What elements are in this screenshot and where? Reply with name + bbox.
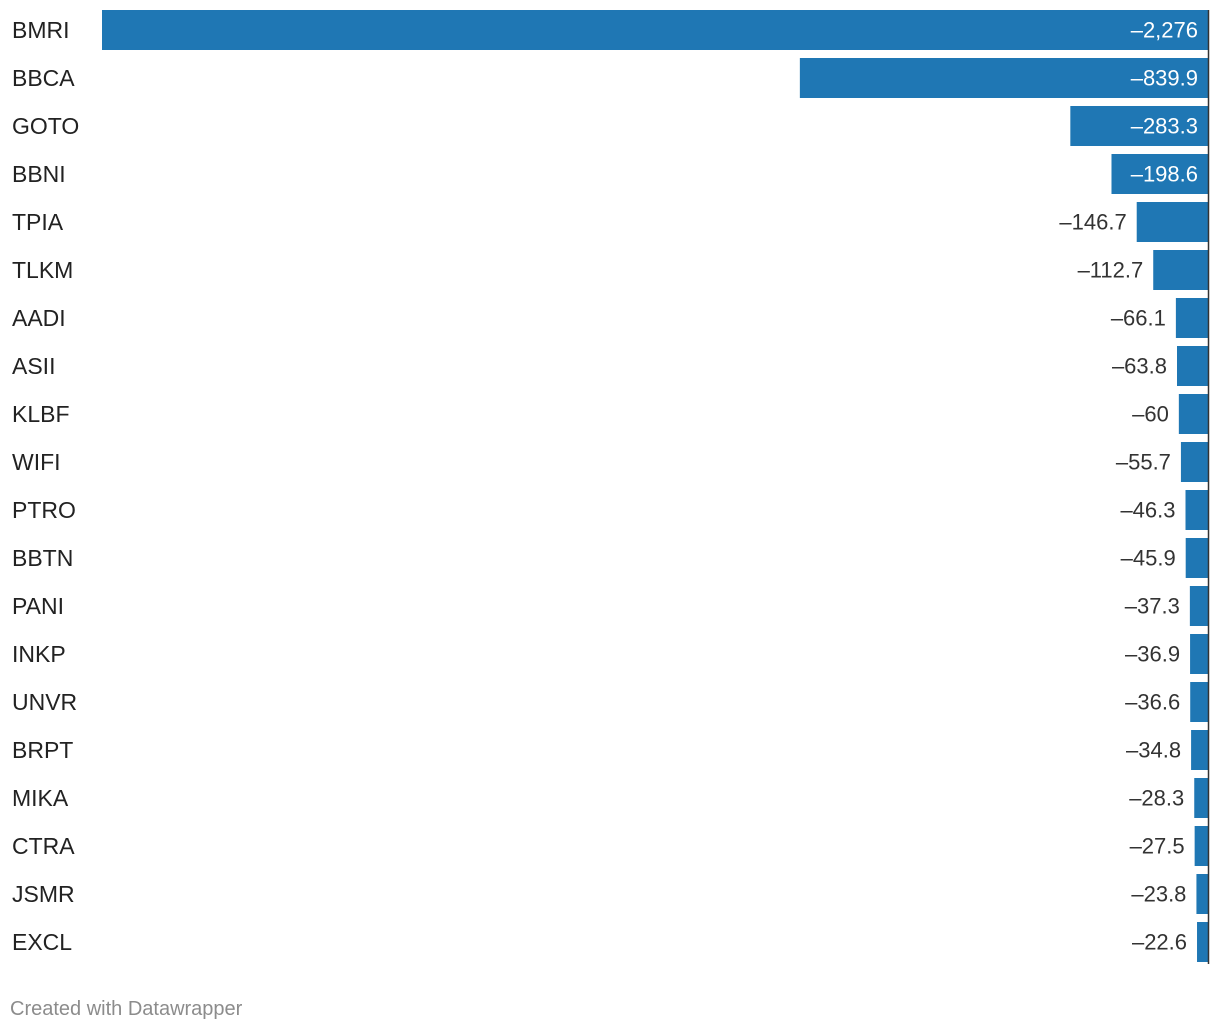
value-label-jsmr: –23.8 — [1131, 882, 1186, 907]
bar-klbf — [1178, 394, 1208, 434]
category-label-asii: ASII — [12, 353, 55, 379]
bar-ptro — [1185, 490, 1208, 530]
category-labels-layer: BMRI BBCA GOTO BBNI TPIA TLKM AADI ASII KLBF WIFI… — [12, 17, 79, 955]
category-label-goto: GOTO — [12, 113, 79, 139]
bar-wifi — [1180, 442, 1208, 482]
value-label-bbtn: –45.9 — [1121, 546, 1176, 571]
footer-credit: Created with Datawrapper — [10, 998, 243, 1020]
value-label-ctra: –27.5 — [1130, 834, 1185, 859]
bar-excl — [1197, 922, 1208, 962]
bar-bmri — [102, 10, 1208, 50]
category-label-tlkm: TLKM — [12, 257, 73, 283]
bar-aadi — [1175, 298, 1208, 338]
category-label-aadi: AADI — [12, 305, 66, 331]
value-label-ptro: –46.3 — [1120, 498, 1175, 523]
value-label-bmri: –2,276 — [1131, 18, 1198, 43]
category-label-ptro: PTRO — [12, 497, 76, 523]
bar-goto — [1070, 106, 1208, 146]
category-label-bbca: BBCA — [12, 65, 75, 91]
value-label-klbf: –60 — [1132, 402, 1169, 427]
bars-layer — [102, 10, 1208, 962]
category-label-wifi: WIFI — [12, 449, 61, 475]
value-label-mika: –28.3 — [1129, 786, 1184, 811]
bar-jsmr — [1196, 874, 1208, 914]
bar-brpt — [1191, 730, 1208, 770]
category-label-klbf: KLBF — [12, 401, 70, 427]
bar-inkp — [1190, 634, 1208, 674]
category-label-tpia: TPIA — [12, 209, 64, 235]
category-label-bmri: BMRI — [12, 17, 70, 43]
bar-tlkm — [1153, 250, 1208, 290]
category-label-mika: MIKA — [12, 785, 69, 811]
category-label-unvr: UNVR — [12, 689, 77, 715]
category-label-inkp: INKP — [12, 641, 66, 667]
category-label-pani: PANI — [12, 593, 64, 619]
bar-unvr — [1190, 682, 1208, 722]
bar-mika — [1194, 778, 1208, 818]
bar-ctra — [1194, 826, 1208, 866]
bar-bbtn — [1185, 538, 1208, 578]
value-labels-layer: –2,276 –839.9 –283.3 –198.6–146.7 –112.7 –66.… — [1059, 18, 1198, 955]
bar-asii — [1177, 346, 1208, 386]
category-label-jsmr: JSMR — [12, 881, 75, 907]
bar-chart: –2,276 –839.9 –283.3 –198.6–146.7 –112.7 –66.… — [12, 10, 1210, 964]
bar-bbni — [1111, 154, 1208, 194]
value-label-goto: –283.3 — [1131, 114, 1198, 139]
category-label-brpt: BRPT — [12, 737, 73, 763]
value-label-aadi: –66.1 — [1111, 306, 1166, 331]
category-label-bbtn: BBTN — [12, 545, 73, 571]
value-label-inkp: –36.9 — [1125, 642, 1180, 667]
value-label-bbni: –198.6 — [1131, 162, 1198, 187]
value-label-brpt: –34.8 — [1126, 738, 1181, 763]
value-label-bbca: –839.9 — [1131, 66, 1198, 91]
bar-tpia — [1136, 202, 1208, 242]
bar-bbca — [799, 58, 1208, 98]
value-label-tpia: –146.7 — [1059, 210, 1126, 235]
category-label-ctra: CTRA — [12, 833, 75, 859]
value-label-pani: –37.3 — [1125, 594, 1180, 619]
value-label-wifi: –55.7 — [1116, 450, 1171, 475]
bar-pani — [1189, 586, 1208, 626]
category-label-bbni: BBNI — [12, 161, 66, 187]
value-label-tlkm: –112.7 — [1078, 258, 1144, 283]
value-label-excl: –22.6 — [1132, 930, 1187, 955]
value-label-asii: –63.8 — [1112, 354, 1167, 379]
value-label-unvr: –36.6 — [1125, 690, 1180, 715]
category-label-excl: EXCL — [12, 929, 72, 955]
